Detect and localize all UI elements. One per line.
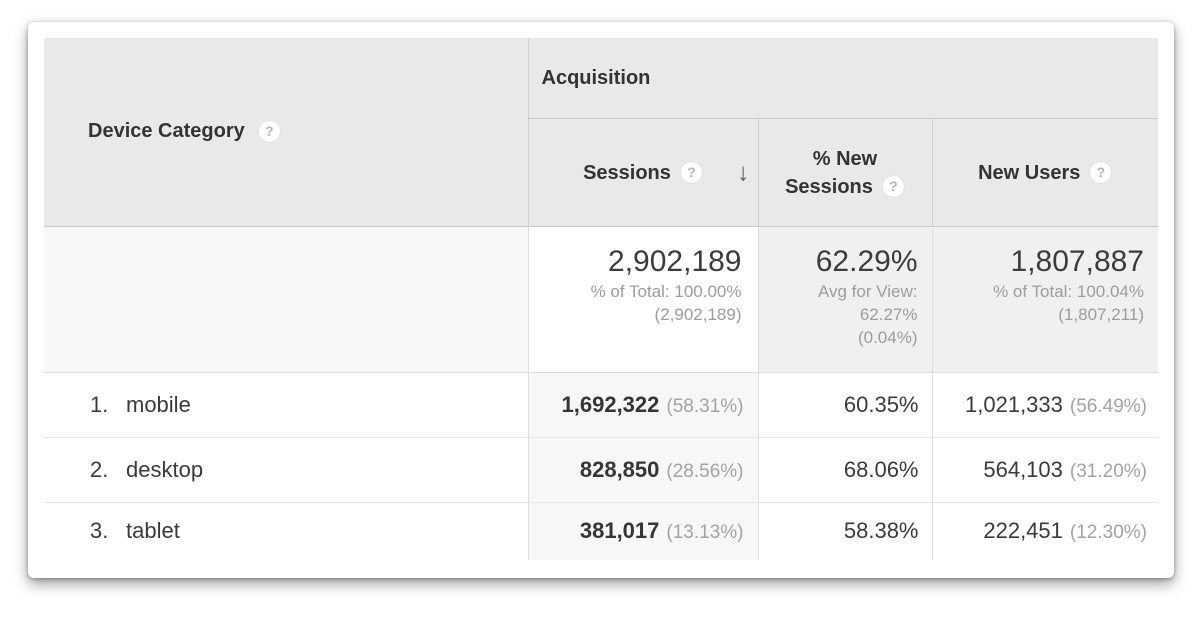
column-header-device-category[interactable]: Device Category? [44,38,528,227]
new-sessions-total-value: 62.29% [815,245,918,278]
new-users-cell: 1,021,333 (56.49%) [931,372,1158,438]
sessions-percent: (28.56%) [666,461,744,482]
sessions-total-raw: (2,902,189) [654,305,742,324]
group-header-row: Device Category? Acquisition [44,38,1158,227]
device-name-cell: 2. desktop [44,437,528,503]
new-sessions-avg-delta: (0.04%) [857,328,918,347]
new-sessions-cell: 60.35% [757,372,932,438]
metric-header-row: Sessions? ↓ % New Sessions? New Users? [44,118,1158,227]
new-users-value: 564,103 [983,457,1063,482]
sessions-value: 1,692,322 [561,392,660,417]
new-sessions-avg-value: 62.27% [859,305,918,324]
totals-sessions-cell: 2,902,189 % of Total: 100.00% (2,902,189… [527,226,758,373]
new-users-cell: 564,103 (31.20%) [931,437,1158,503]
new-sessions-avg-label: Avg for View: [817,282,918,301]
new-users-total-value: 1,807,887 [1010,245,1144,278]
sessions-percent: (58.31%) [666,396,744,417]
new-users-total-raw: (1,807,211) [1058,305,1144,324]
totals-new-users-cell: 1,807,887 % of Total: 100.04% (1,807,211… [931,226,1158,373]
sessions-cell: 828,850 (28.56%) [527,437,758,503]
totals-row: 2,902,189 % of Total: 100.00% (2,902,189… [44,226,1158,373]
sessions-percent: (13.13%) [666,522,744,544]
new-users-cell: 222,451 (12.30%) [931,502,1158,560]
sessions-total-value: 2,902,189 [608,245,742,278]
column-header-new-sessions[interactable]: % New Sessions? [757,118,932,227]
device-name: mobile [126,392,191,417]
device-name-cell: 3. tablet [44,502,528,560]
new-users-value: 222,451 [983,518,1063,544]
totals-device-category-cell [44,226,528,373]
new-users-total-pct: % of Total: 100.04% [993,282,1144,301]
totals-new-sessions-cell: 62.29% Avg for View: 62.27% (0.04%) [757,226,932,373]
new-sessions-cell: 68.06% [757,437,932,503]
sessions-total-pct: % of Total: 100.00% [590,282,742,301]
help-icon[interactable]: ? [1089,160,1113,184]
device-category-label: Device Category [88,120,245,143]
sessions-label: Sessions [583,161,671,184]
column-header-new-users[interactable]: New Users? [931,118,1158,227]
acquisition-label: Acquisition [541,66,651,89]
new-users-percent: (12.30%) [1069,522,1147,544]
sessions-value: 828,850 [579,457,660,482]
device-name: tablet [126,518,180,544]
new-users-percent: (56.49%) [1069,396,1147,417]
row-index: 1. [90,392,109,417]
table-row-desktop: 2. desktop 828,850 (28.56%) 68.06% 564,103… [44,437,1158,503]
help-icon[interactable]: ? [881,174,905,198]
help-icon[interactable]: ? [257,119,281,143]
device-name: desktop [126,457,204,482]
row-index: 3. [90,518,109,544]
analytics-table-card: Device Category? Acquisition Sessions? ↓ [28,22,1174,578]
table-row-mobile: 1. mobile 1,692,322 (58.31%) 60.35% 1,021,… [44,372,1158,438]
new-users-label: New Users [978,161,1081,184]
new-users-value: 1,021,333 [965,392,1063,417]
sort-descending-icon[interactable]: ↓ [737,158,750,186]
sessions-cell: 381,017 (13.13%) [527,502,758,560]
new-users-percent: (31.20%) [1069,461,1147,482]
sessions-value: 381,017 [579,518,660,544]
device-category-table: Device Category? Acquisition Sessions? ↓ [44,38,1158,560]
row-index: 2. [90,457,109,482]
help-icon[interactable]: ? [679,160,703,184]
new-sessions-value: 58.38% [843,518,919,544]
new-sessions-cell: 58.38% [757,502,932,560]
new-sessions-value: 60.35% [843,392,919,417]
column-header-sessions[interactable]: Sessions? ↓ [527,118,758,227]
new-sessions-label: % New Sessions [785,147,878,198]
sessions-cell: 1,692,322 (58.31%) [527,372,758,438]
table-row-tablet: 3. tablet 381,017 (13.13%) 58.38% 222,451 (… [44,502,1158,560]
new-sessions-value: 68.06% [843,457,919,482]
group-header-acquisition: Acquisition [527,38,1158,119]
device-name-cell: 1. mobile [44,372,528,438]
